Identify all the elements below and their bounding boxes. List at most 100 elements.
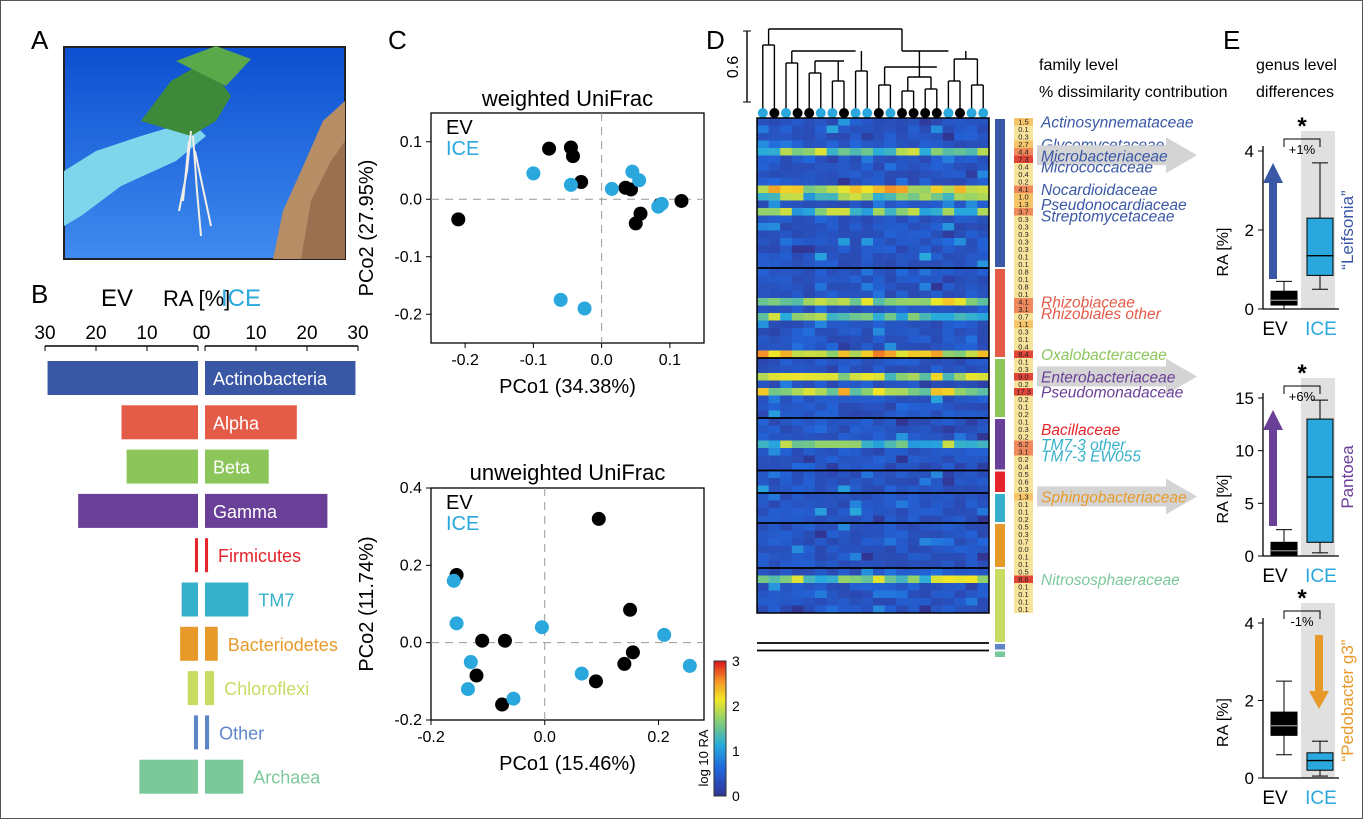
- heatmap-cell: [780, 193, 793, 201]
- heatmap-cell: [954, 373, 967, 381]
- heatmap-cell: [838, 583, 851, 591]
- heatmap-cell: [757, 568, 769, 576]
- dissimilarity-value: 0.3: [1018, 530, 1028, 539]
- heatmap-cell: [954, 493, 967, 501]
- heatmap-cell: [954, 380, 967, 389]
- heatmap-cell: [815, 598, 827, 606]
- family-label: Rhizobiaceae: [1041, 295, 1135, 312]
- heatmap-cell: [849, 185, 862, 194]
- dissimilarity-value: 0.3: [1018, 133, 1028, 142]
- heatmap-cell: [768, 260, 781, 269]
- point-ice: [506, 691, 521, 706]
- heatmap-cell: [884, 583, 897, 591]
- heatmap-cell: [849, 275, 862, 284]
- heatmap-cell: [768, 343, 781, 351]
- heatmap-cell: [757, 448, 769, 456]
- heatmap-cell: [757, 200, 769, 209]
- heatmap-cell: [919, 163, 932, 171]
- heatmap-cell: [826, 598, 839, 606]
- heatmap-cell: [965, 298, 978, 306]
- dissimilarity-value: 0.1: [1018, 335, 1028, 344]
- heatmap-cell: [907, 230, 920, 239]
- heatmap-cell: [884, 200, 897, 209]
- heatmap-cell: [919, 470, 932, 479]
- heatmap-cell: [873, 553, 885, 561]
- heatmap-cell: [815, 418, 827, 426]
- heatmap-cell: [965, 245, 978, 254]
- heatmap-cell: [838, 485, 851, 494]
- colorbar-step: [714, 778, 726, 781]
- heatmap-cell: [919, 508, 932, 516]
- heatmap-cell: [965, 538, 978, 546]
- heatmap-cell: [780, 523, 793, 531]
- heatmap-cell: [861, 433, 874, 441]
- heatmap-cell: [768, 440, 781, 449]
- bar-ice-alpha: [205, 405, 297, 440]
- heatmap-cell: [826, 118, 839, 126]
- panel-letter-c: C: [388, 25, 407, 55]
- dissimilarity-value: 0.5: [1018, 568, 1028, 577]
- heatmap-cell: [803, 125, 816, 134]
- heatmap-cell: [977, 433, 990, 441]
- heatmap-cell: [838, 530, 851, 539]
- heatmap-cell: [873, 463, 885, 471]
- heatmap-cell: [896, 523, 909, 531]
- heatmap-cell: [849, 290, 862, 299]
- heatmap-cell: [768, 373, 781, 381]
- heatmap-cell: [803, 478, 816, 486]
- family-label: TM7-3 other: [1041, 437, 1126, 454]
- heatmap-cell: [838, 590, 851, 599]
- dissimilarity-cell: [1014, 590, 1033, 598]
- heatmap-cell: [977, 485, 990, 494]
- heatmap-cell: [849, 440, 862, 449]
- heatmap-cell: [977, 223, 990, 231]
- heatmap-cell: [896, 553, 909, 561]
- heatmap-cell: [791, 253, 804, 261]
- dissimilarity-cell: [1014, 343, 1033, 351]
- heatmap-cell: [931, 380, 943, 389]
- heatmap-cell: [954, 170, 967, 179]
- heatmap-cell: [919, 560, 932, 569]
- heatmap-cell: [942, 560, 955, 569]
- heatmap-cell: [768, 523, 781, 531]
- heatmap-cell: [931, 140, 943, 149]
- heatmap-cell: [873, 440, 885, 449]
- heatmap-cell: [977, 508, 990, 516]
- heatmap-cell: [884, 410, 897, 419]
- colorbar-label: log 10 RA: [696, 729, 711, 786]
- dissimilarity-cell: [1014, 185, 1033, 193]
- heatmap-cell: [931, 163, 943, 171]
- heatmap-cell: [907, 238, 920, 246]
- dissimilarity-value: 1.3: [1018, 493, 1028, 502]
- heatmap-cell: [896, 485, 909, 494]
- heatmap-cell: [896, 275, 909, 284]
- dissimilarity-cell: [1014, 583, 1033, 591]
- column-marker-ev: [839, 108, 849, 118]
- heatmap-cell: [757, 365, 769, 374]
- heatmap-cell: [757, 560, 769, 569]
- bar-ev-alpha: [121, 405, 198, 440]
- colorbar-frame: [713, 660, 727, 797]
- heatmap-cell: [826, 268, 839, 276]
- heatmap-cell: [791, 238, 804, 246]
- heatmap-cell: [826, 448, 839, 456]
- heatmap-cell: [965, 448, 978, 456]
- heatmap-cell: [803, 253, 816, 261]
- heatmap-cell: [780, 575, 793, 584]
- heatmap-cell: [768, 575, 781, 584]
- dissimilarity-cell: [1014, 253, 1033, 261]
- heatmap-cell: [907, 410, 920, 419]
- heatmap-cell: [977, 163, 990, 171]
- heatmap-cell: [896, 508, 909, 516]
- heatmap-cell: [931, 500, 943, 509]
- heatmap-cell: [849, 470, 862, 479]
- heatmap-cell: [942, 365, 955, 374]
- heatmap-cell: [849, 133, 862, 141]
- heatmap-cell: [780, 553, 793, 561]
- heatmap-cell: [849, 140, 862, 149]
- heatmap-cell: [931, 215, 943, 224]
- heatmap-cell: [965, 133, 978, 141]
- heatmap-cell: [942, 178, 955, 186]
- heatmap-cell: [861, 583, 874, 591]
- heatmap-cell: [896, 200, 909, 209]
